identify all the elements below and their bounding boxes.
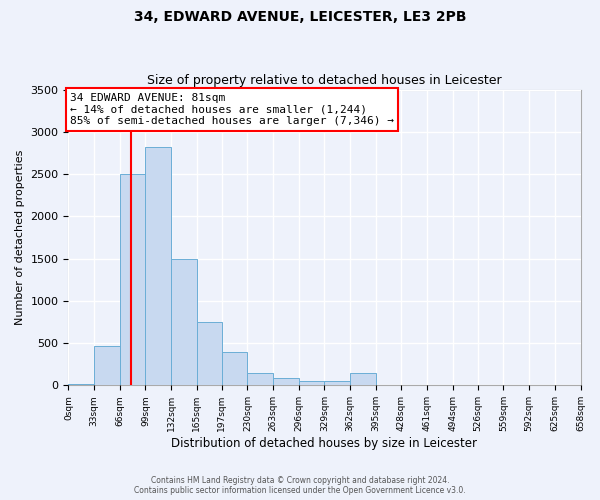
Bar xyxy=(171,258,197,386)
Text: 34 EDWARD AVENUE: 81sqm
← 14% of detached houses are smaller (1,244)
85% of semi: 34 EDWARD AVENUE: 81sqm ← 14% of detache… xyxy=(70,93,394,126)
Bar xyxy=(94,346,120,386)
Bar xyxy=(299,380,325,386)
Bar xyxy=(145,147,171,386)
Y-axis label: Number of detached properties: Number of detached properties xyxy=(15,150,25,325)
Title: Size of property relative to detached houses in Leicester: Size of property relative to detached ho… xyxy=(147,74,502,87)
Bar xyxy=(68,384,94,386)
Bar xyxy=(197,322,222,386)
Bar xyxy=(325,380,350,386)
Bar xyxy=(350,372,376,386)
Bar xyxy=(273,378,299,386)
Bar xyxy=(247,372,273,386)
Bar xyxy=(222,352,247,386)
X-axis label: Distribution of detached houses by size in Leicester: Distribution of detached houses by size … xyxy=(172,437,478,450)
Bar xyxy=(120,174,145,386)
Text: Contains HM Land Registry data © Crown copyright and database right 2024.
Contai: Contains HM Land Registry data © Crown c… xyxy=(134,476,466,495)
Text: 34, EDWARD AVENUE, LEICESTER, LE3 2PB: 34, EDWARD AVENUE, LEICESTER, LE3 2PB xyxy=(134,10,466,24)
